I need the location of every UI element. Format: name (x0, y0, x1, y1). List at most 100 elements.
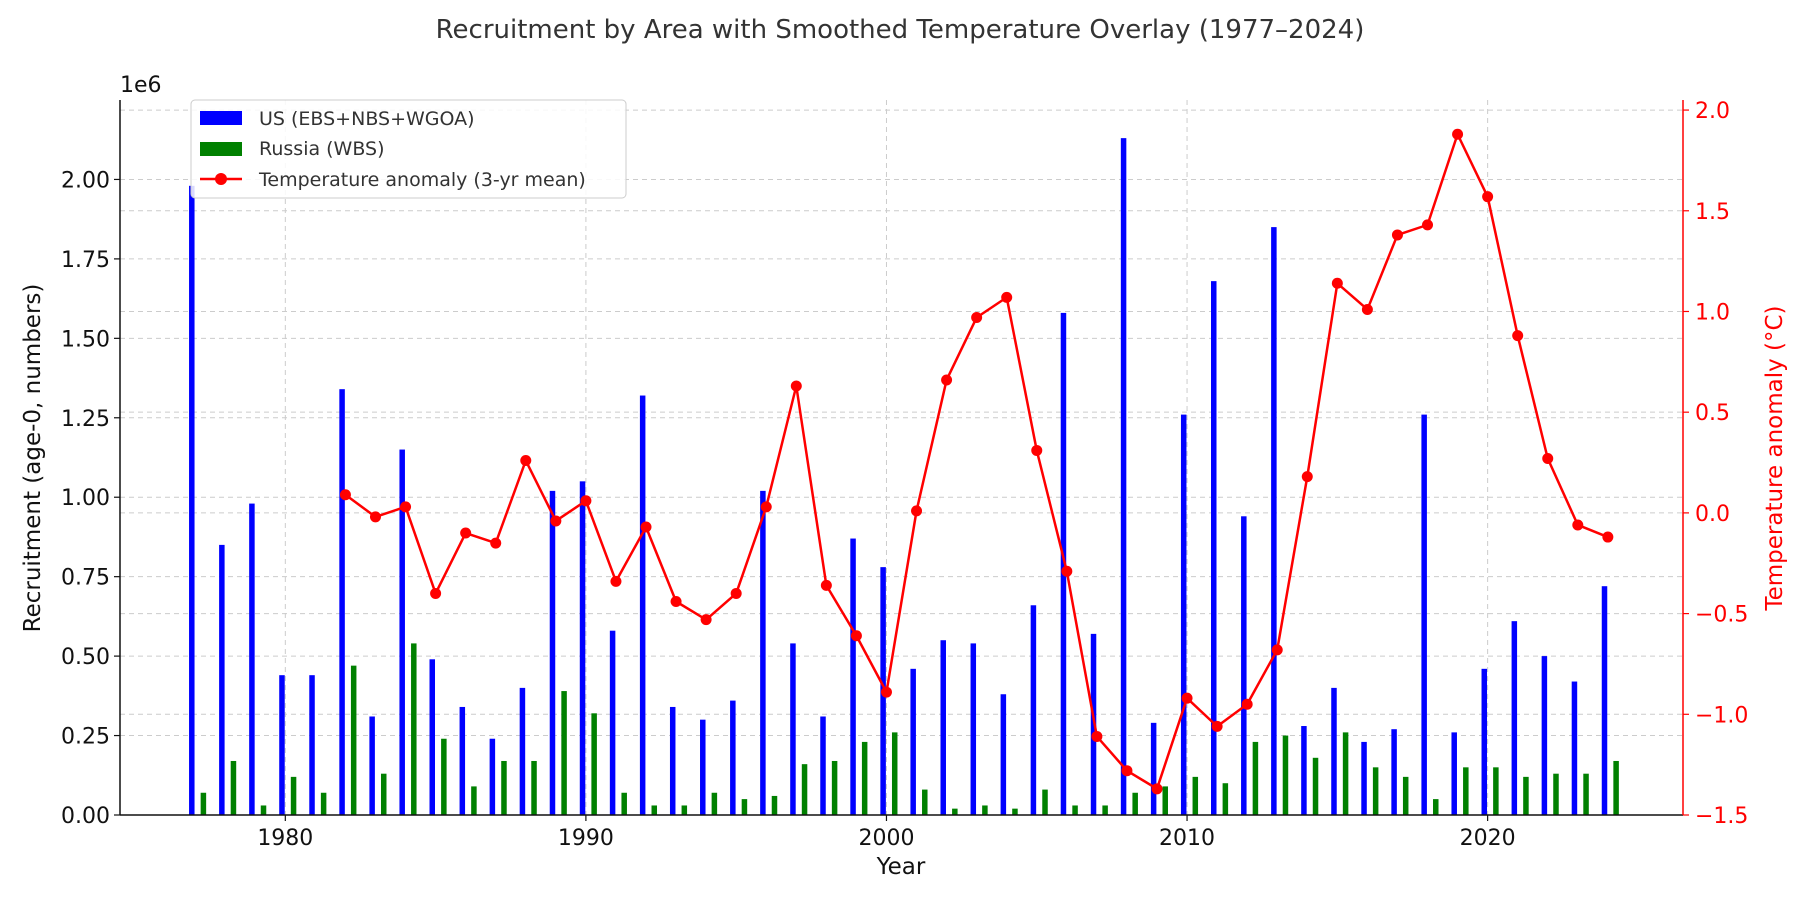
x-tick-label: 2000 (858, 826, 914, 851)
bar-us (1060, 312, 1067, 815)
bar-us (1481, 668, 1488, 815)
bar-us (1301, 726, 1307, 815)
chart-title: Recruitment by Area with Smoothed Temper… (436, 15, 1365, 45)
bar-us (249, 503, 255, 815)
temperature-point (850, 630, 862, 642)
temperature-point (670, 596, 682, 608)
temperature-point (1331, 277, 1343, 289)
bar-us (910, 668, 916, 815)
bar-us (489, 738, 496, 815)
bar-us (609, 630, 616, 815)
temperature-point (941, 374, 953, 386)
temperature-point (430, 587, 442, 599)
bar-russia (200, 792, 207, 815)
bar-us (1451, 732, 1457, 815)
bar-us (1601, 586, 1608, 815)
bar-russia (1192, 776, 1199, 815)
legend: US (EBS+NBS+WGOA) Russia (WBS) Temperatu… (190, 99, 627, 199)
bar-russia (1222, 783, 1229, 815)
bar-us (820, 716, 826, 815)
bar-us (339, 389, 345, 815)
bar-us (1541, 656, 1548, 815)
bar-us (279, 675, 285, 815)
temperature-line (344, 132, 1609, 791)
temperature-point (700, 614, 712, 626)
y-tick-label: 2.00 (61, 168, 110, 193)
bar-russia (1372, 767, 1379, 815)
bar-russia (531, 760, 537, 815)
bar-russia (741, 799, 748, 815)
bar-russia (861, 741, 868, 815)
bar-russia (1102, 805, 1108, 815)
temperature-point (1301, 471, 1313, 483)
legend-label-russia: Russia (WBS) (259, 138, 385, 160)
legend-label-us: US (EBS+NBS+WGOA) (259, 108, 475, 130)
x-tick-label: 1990 (558, 826, 614, 851)
temperature-point (790, 380, 802, 392)
temperature-point (1241, 698, 1253, 710)
bar-us (1421, 414, 1427, 815)
temperature-point (1452, 128, 1464, 140)
legend-swatch-temperature-marker (215, 173, 227, 185)
bar-russia (1312, 757, 1319, 815)
bar-us (579, 481, 586, 815)
bar-us (1120, 138, 1127, 816)
bar-us (1150, 722, 1157, 815)
x-axis-title: Year (876, 854, 926, 880)
bar-us (549, 490, 556, 815)
x-tick-label: 2010 (1159, 826, 1215, 851)
bar-us (189, 185, 195, 816)
bar-russia (380, 773, 387, 815)
temperature-point (760, 501, 772, 513)
bar-russia (1433, 799, 1439, 815)
bar-us (1571, 681, 1578, 815)
bar-russia (501, 760, 507, 815)
bar-russia (290, 776, 297, 815)
y-tick-label: 0.75 (61, 566, 110, 591)
y2-tick-label: 1.0 (1695, 300, 1730, 325)
bar-russia (621, 792, 627, 815)
bar-russia (441, 738, 447, 815)
bar-russia (771, 795, 778, 815)
temperature-point (1031, 444, 1043, 456)
bar-us (850, 538, 856, 815)
bar-russia (1132, 792, 1138, 815)
bar-russia (891, 732, 898, 815)
bar-us (1211, 281, 1217, 816)
temperature-point (1271, 644, 1283, 656)
y2-tick-label: −1.5 (1695, 804, 1748, 829)
bar-us (459, 706, 466, 815)
bar-us (1000, 694, 1007, 815)
bar-us (970, 643, 977, 815)
bar-russia (260, 805, 267, 815)
temperature-point (1121, 765, 1133, 777)
temperature-point (520, 455, 532, 467)
temperature-point (1091, 730, 1103, 742)
temperature-point (1572, 519, 1584, 531)
temperature-point (339, 489, 351, 501)
bar-russia (1012, 808, 1018, 815)
y-tick-label: 0.25 (61, 725, 110, 750)
bar-us (760, 490, 766, 815)
y-tick-label: 1.25 (61, 407, 110, 432)
bar-russia (230, 760, 237, 815)
bar-russia (1282, 735, 1289, 815)
bar-russia (1613, 760, 1619, 815)
y2-tick-label: 2.0 (1695, 99, 1730, 124)
x-tick-label: 2020 (1460, 826, 1516, 851)
bar-us (369, 716, 375, 815)
russia-bar-series (200, 643, 1619, 815)
temperature-point (1602, 531, 1614, 543)
temperature-point (971, 312, 983, 324)
temperature-point (1512, 330, 1524, 342)
temperature-point (640, 521, 652, 533)
temperature-point (580, 495, 592, 507)
y-axis-title: Recruitment (age-0, numbers) (20, 284, 46, 633)
temperature-point (1542, 453, 1554, 465)
temperature-point (1211, 720, 1223, 732)
bar-russia (1162, 786, 1168, 815)
bar-russia (831, 760, 838, 815)
bar-russia (922, 789, 928, 815)
temperature-point (1001, 291, 1013, 303)
bar-russia (651, 805, 658, 815)
